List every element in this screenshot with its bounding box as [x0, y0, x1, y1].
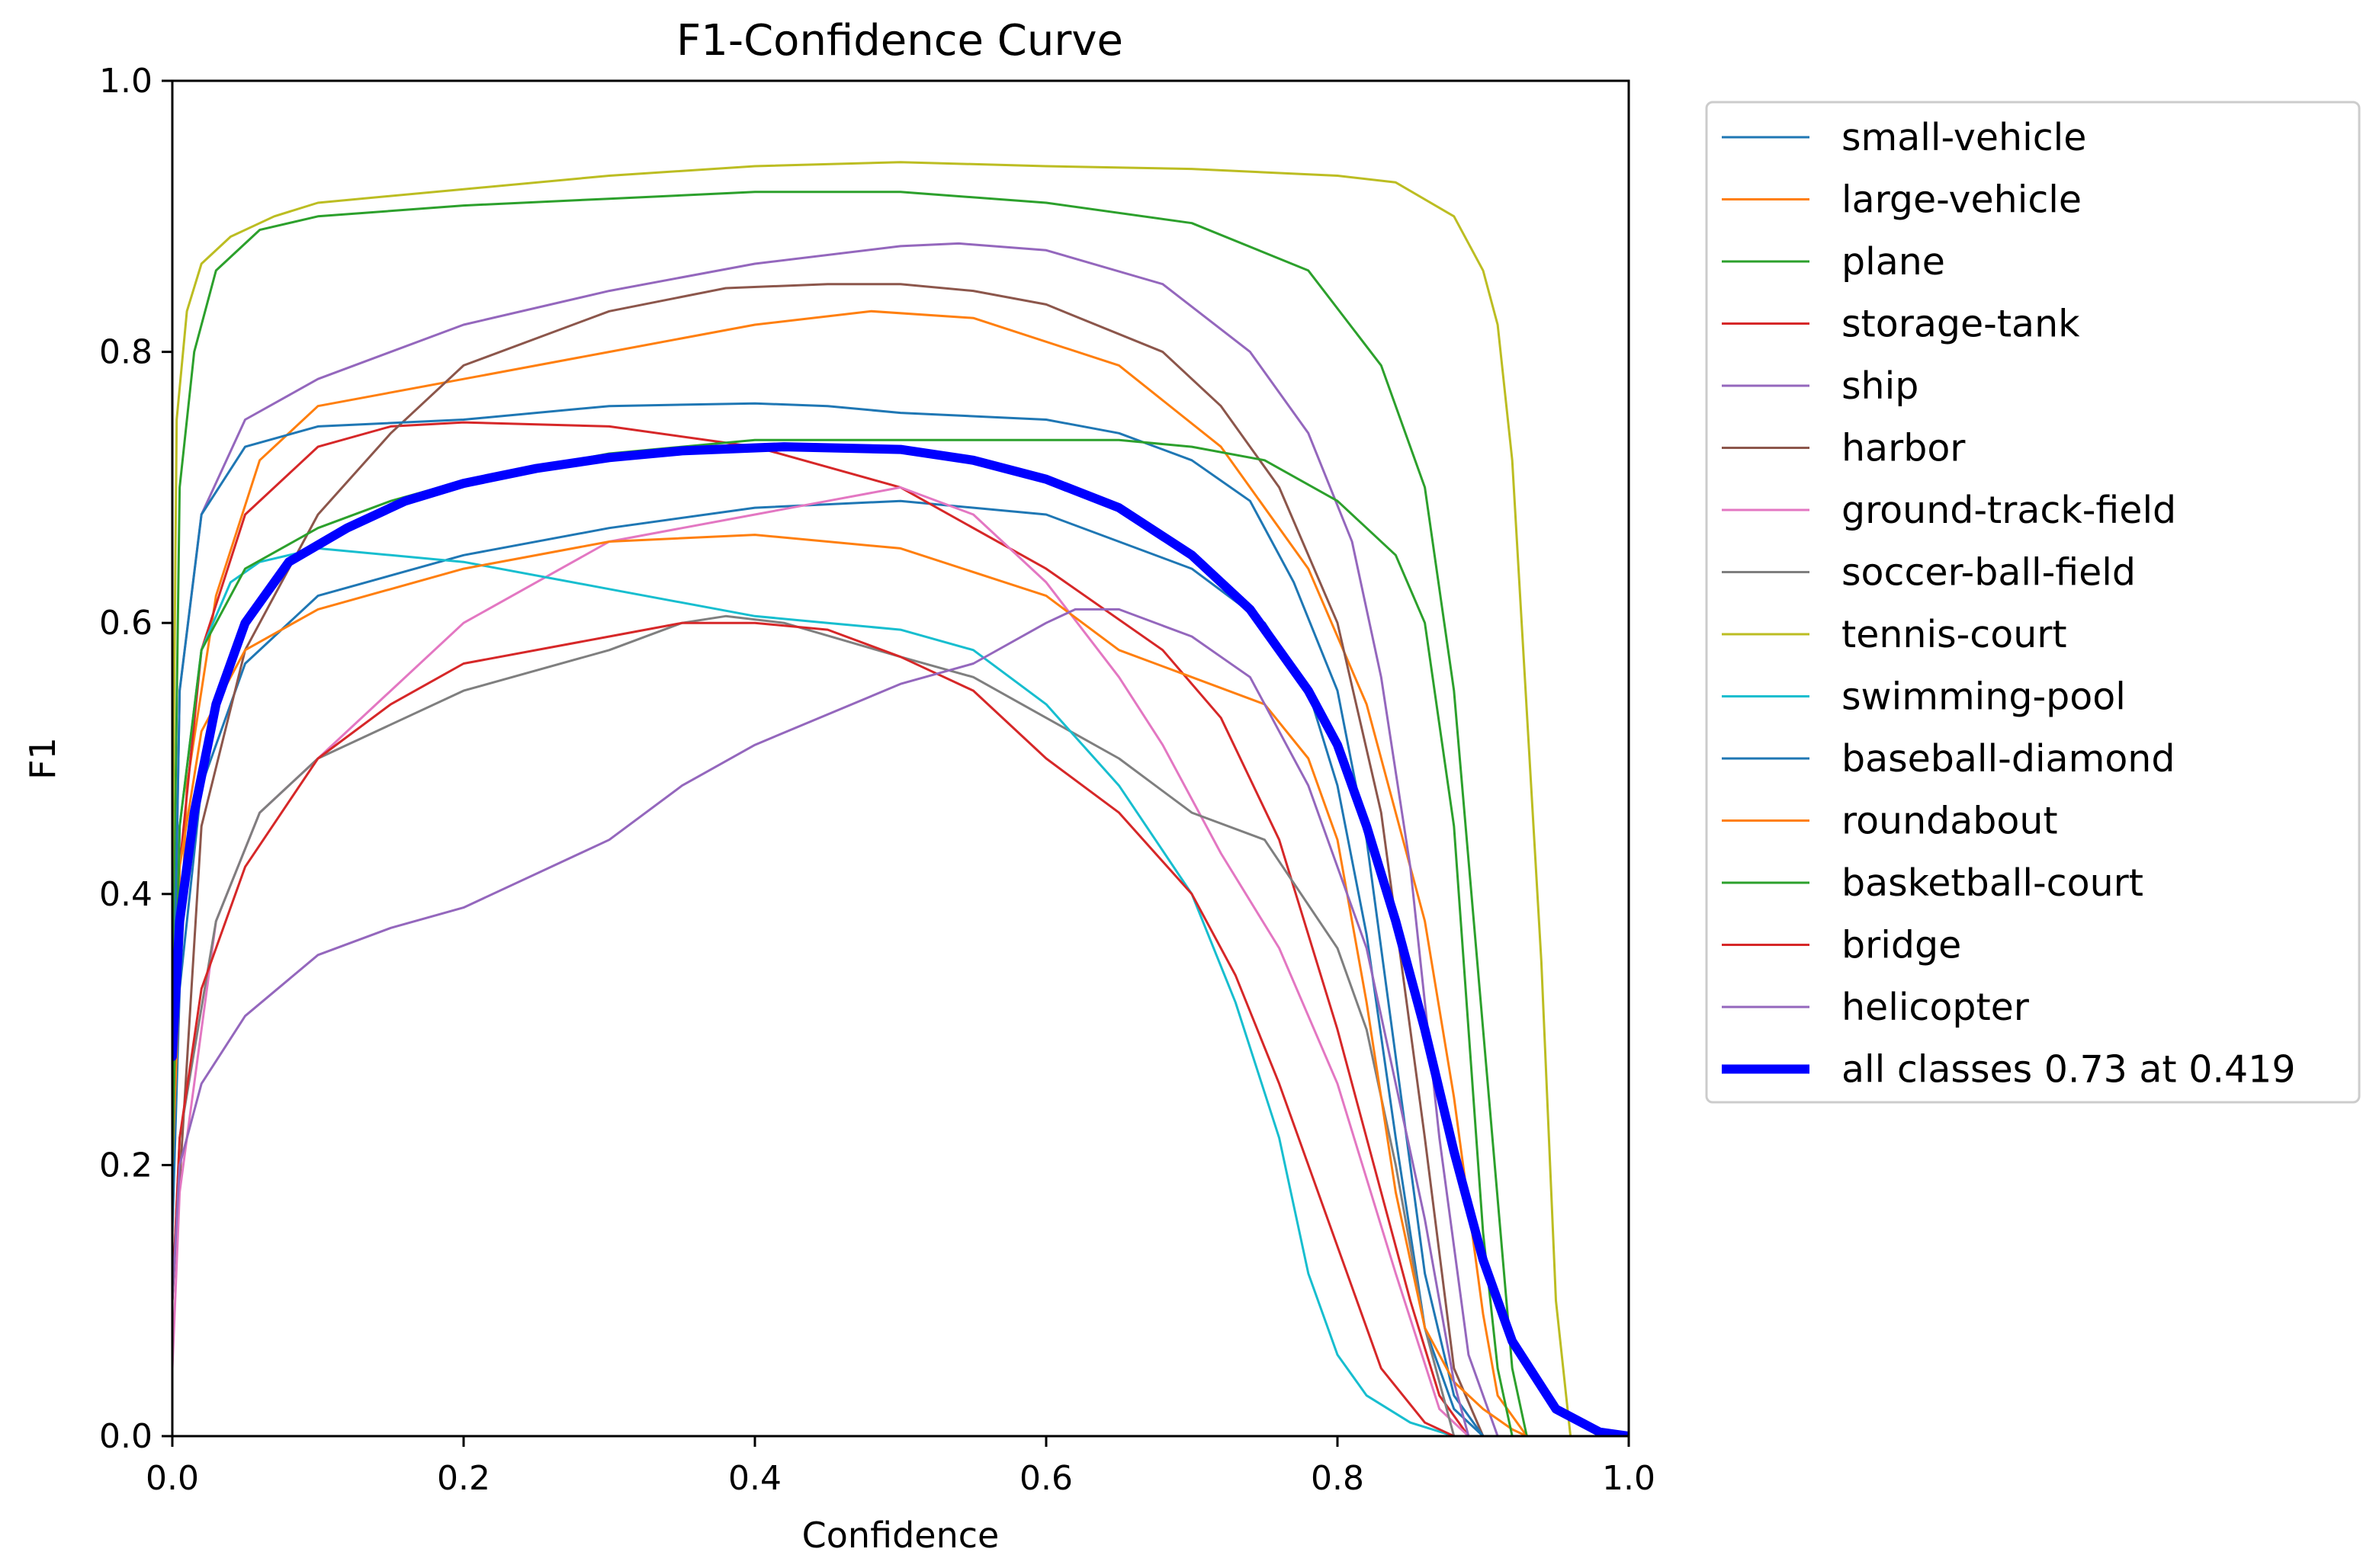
legend-box — [1705, 101, 2361, 1104]
series-line-basketball-court — [172, 438, 1514, 1436]
series-line-swimming-pool — [172, 547, 1456, 1436]
legend-label: ship — [1841, 364, 1918, 408]
x-tick-label: 0.4 — [728, 1459, 782, 1498]
y-tick-label: 0.8 — [99, 333, 153, 372]
x-axis-ticks: 0.0 0.2 0.4 0.6 0.8 1.0 — [146, 1436, 1655, 1498]
legend-label: ground-track-field — [1841, 489, 2176, 532]
series-line-helicopter — [172, 608, 1470, 1436]
series-line-tennis-court — [172, 161, 1572, 1436]
y-tick-label: 0.4 — [99, 875, 153, 914]
legend-label: soccer-ball-field — [1841, 551, 2136, 595]
series-line-small-vehicle — [172, 499, 1485, 1436]
plot-area — [171, 79, 1630, 1438]
y-axis-ticks: 0.0 0.2 0.4 0.6 0.8 1.0 — [99, 62, 172, 1456]
legend-label: plane — [1841, 240, 1945, 284]
series-line-large-vehicle — [172, 309, 1528, 1436]
x-tick-label: 1.0 — [1602, 1459, 1655, 1498]
series-line-roundabout — [172, 534, 1528, 1436]
legend: small-vehicle large-vehicle plane storage-t… — [1705, 101, 2361, 1104]
y-tick-label: 1.0 — [99, 62, 153, 101]
legend-label: all classes 0.73 at 0.419 — [1841, 1048, 2296, 1092]
chart-title: F1-Confidence Curve — [676, 16, 1123, 66]
legend-label: basketball-court — [1841, 861, 2143, 905]
series-line-harbor — [172, 283, 1485, 1436]
series-line-bridge — [172, 621, 1456, 1436]
series-layer — [172, 161, 1629, 1436]
legend-label: baseball-diamond — [1841, 737, 2175, 781]
y-tick-label: 0.2 — [99, 1146, 153, 1185]
plot-frame — [171, 79, 1630, 1438]
x-tick-label: 0.8 — [1311, 1459, 1364, 1498]
legend-label: swimming-pool — [1841, 675, 2126, 719]
legend-label: small-vehicle — [1841, 116, 2086, 159]
x-tick-label: 0.6 — [1019, 1459, 1073, 1498]
legend-label: large-vehicle — [1841, 178, 2082, 222]
series-line-ship — [172, 242, 1499, 1436]
y-axis-label: F1 — [22, 737, 63, 780]
x-tick-label: 0.0 — [146, 1459, 199, 1498]
series-line-plane — [172, 191, 1528, 1436]
legend-label: roundabout — [1841, 800, 2058, 843]
series-line-storage-tank — [172, 421, 1485, 1436]
series-line-all-classes-0-73-at-0-419 — [172, 442, 1629, 1436]
x-tick-label: 0.2 — [437, 1459, 490, 1498]
legend-items: small-vehicle large-vehicle plane storage-t… — [1722, 116, 2296, 1092]
legend-label: storage-tank — [1841, 303, 2080, 346]
legend-label: helicopter — [1841, 986, 2030, 1029]
legend-label: tennis-court — [1841, 613, 2067, 656]
y-tick-label: 0.0 — [99, 1417, 153, 1456]
series-line-baseball-diamond — [172, 402, 1485, 1436]
y-tick-label: 0.6 — [99, 604, 153, 643]
legend-label: bridge — [1841, 924, 1961, 967]
legend-label: harbor — [1841, 427, 1966, 470]
x-axis-label: Confidence — [802, 1515, 1000, 1556]
